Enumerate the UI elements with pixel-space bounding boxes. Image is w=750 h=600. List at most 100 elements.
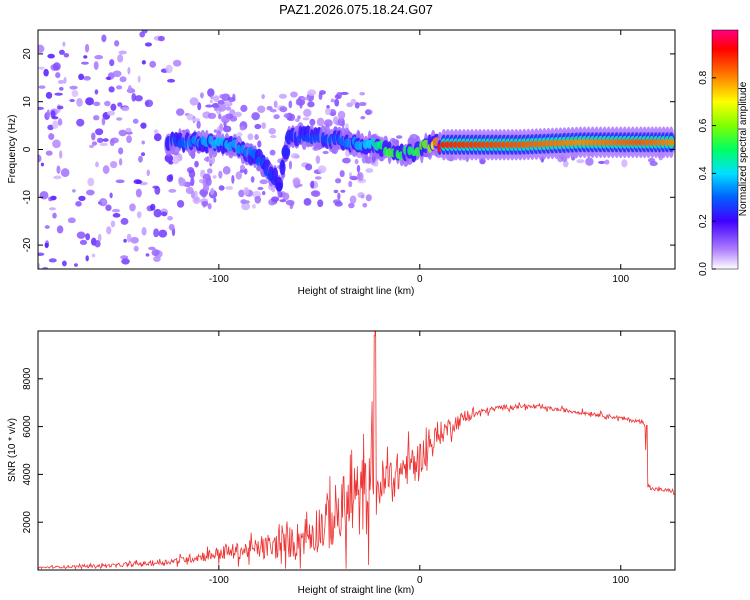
heatmap-speckle bbox=[316, 117, 325, 127]
heatmap-speckle bbox=[232, 93, 236, 101]
heatmap-speckle bbox=[135, 188, 142, 198]
heatmap-speckle bbox=[212, 102, 220, 109]
heatmap-speckle bbox=[127, 85, 132, 93]
heatmap-speckle bbox=[356, 164, 361, 173]
heatmap-speckle bbox=[222, 125, 232, 133]
heatmap-speckle bbox=[110, 103, 117, 111]
snr-panel: -100 0 100 2000 4000 6000 8000 Height of strai… bbox=[7, 330, 676, 596]
heatmap-speckle bbox=[47, 53, 55, 59]
heatmap-speckle bbox=[334, 94, 341, 100]
heatmap-speckle bbox=[348, 180, 353, 188]
colorbar-tick-label: 0.6 bbox=[698, 118, 709, 132]
heatmap-speckle bbox=[225, 186, 234, 190]
heatmap-speckle bbox=[315, 155, 321, 164]
heatmap-speckle bbox=[257, 186, 264, 191]
heatmap-speckle bbox=[282, 192, 290, 201]
heatmap-speckle bbox=[118, 158, 123, 166]
heatmap-speckle bbox=[310, 180, 315, 189]
heatmap-speckle bbox=[337, 110, 346, 120]
heatmap-ytick-label: 20 bbox=[22, 48, 33, 60]
heatmap-ridge-cell bbox=[281, 147, 291, 157]
heatmap-speckle bbox=[213, 197, 217, 203]
heatmap-speckle bbox=[136, 211, 142, 219]
heatmap-speckle bbox=[178, 177, 186, 187]
heatmap-speckle bbox=[38, 154, 42, 163]
heatmap-speckle bbox=[111, 208, 121, 213]
heatmap-speckle bbox=[250, 176, 255, 183]
heatmap-speckle bbox=[153, 133, 162, 142]
heatmap-ytick-label: -20 bbox=[22, 237, 33, 252]
heatmap-speckle bbox=[271, 196, 280, 202]
heatmap-speckle bbox=[621, 159, 628, 168]
heatmap-speckle bbox=[196, 120, 201, 129]
heatmap-speckle bbox=[115, 85, 123, 90]
heatmap-speckle bbox=[273, 100, 278, 108]
heatmap-speckle bbox=[114, 40, 120, 47]
snr-frame bbox=[37, 330, 676, 571]
heatmap-speckle bbox=[354, 101, 360, 109]
heatmap-speckle bbox=[94, 240, 101, 248]
heatmap-speckle bbox=[236, 132, 243, 137]
heatmap-speckle bbox=[341, 120, 345, 128]
heatmap-speckle bbox=[334, 98, 340, 107]
heatmap-ylabel: Frequency (Hz) bbox=[7, 115, 18, 184]
heatmap-speckle bbox=[52, 120, 59, 129]
heatmap-speckle bbox=[71, 89, 79, 98]
heatmap-speckle bbox=[101, 34, 107, 43]
heatmap-speckle bbox=[89, 144, 95, 149]
snr-ytick-label: 4000 bbox=[22, 463, 33, 486]
snr-ylabel: SNR (10 * v/v) bbox=[7, 418, 18, 482]
heatmap-speckle bbox=[45, 150, 53, 156]
heatmap-speckle bbox=[105, 204, 112, 211]
heatmap-speckle bbox=[186, 113, 194, 121]
heatmap-speckle bbox=[63, 53, 70, 58]
heatmap-ridge-cell bbox=[667, 138, 675, 146]
heatmap-speckle bbox=[166, 174, 174, 183]
heatmap-speckle bbox=[123, 238, 127, 243]
heatmap-speckle bbox=[266, 105, 273, 111]
heatmap-speckle bbox=[219, 94, 226, 99]
heatmap-speckle bbox=[158, 229, 168, 238]
heatmap-speckle bbox=[119, 76, 127, 83]
heatmap-speckle bbox=[120, 255, 129, 260]
heatmap-speckle bbox=[164, 153, 174, 163]
heatmap-speckle bbox=[83, 75, 91, 81]
heatmap-speckle bbox=[309, 118, 316, 126]
heatmap-speckle bbox=[261, 93, 265, 100]
heatmap-speckle bbox=[268, 127, 276, 135]
heatmap-speckle bbox=[115, 179, 125, 184]
heatmap-speckle bbox=[303, 197, 312, 206]
heatmap-speckle bbox=[273, 114, 280, 120]
heatmap-speckle bbox=[214, 107, 218, 111]
heatmap-speckle bbox=[104, 100, 111, 107]
snr-xlabel: Height of straight line (km) bbox=[298, 585, 415, 596]
heatmap-speckle bbox=[108, 86, 115, 93]
heatmap-speckle bbox=[138, 155, 143, 163]
heatmap-speckle bbox=[172, 59, 182, 67]
heatmap-speckle bbox=[91, 141, 98, 146]
heatmap-speckle bbox=[93, 101, 101, 107]
heatmap-speckle bbox=[279, 106, 288, 113]
heatmap-speckle bbox=[76, 98, 83, 107]
heatmap-speckle bbox=[254, 133, 259, 141]
heatmap-ridge-cell bbox=[280, 159, 285, 169]
heatmap-speckle bbox=[302, 117, 310, 121]
heatmap-speckle bbox=[157, 35, 165, 42]
heatmap-speckle bbox=[190, 177, 195, 187]
heatmap-speckle bbox=[43, 68, 49, 77]
heatmap-speckle bbox=[207, 203, 212, 210]
heatmap-speckle bbox=[63, 76, 67, 84]
heatmap-speckle bbox=[207, 88, 215, 98]
heatmap-speckle bbox=[126, 233, 132, 243]
heatmap-speckle bbox=[239, 164, 246, 171]
heatmap-speckle bbox=[93, 61, 99, 70]
heatmap-speckle bbox=[38, 44, 45, 53]
heatmap-ridge-cell bbox=[407, 146, 413, 156]
heatmap-speckle bbox=[395, 135, 403, 139]
heatmap-speckle bbox=[171, 155, 180, 165]
heatmap-speckle bbox=[360, 115, 366, 120]
heatmap-speckle bbox=[288, 100, 293, 109]
heatmap-speckle bbox=[91, 132, 96, 141]
heatmap-speckle bbox=[188, 169, 196, 179]
heatmap-speckle bbox=[87, 177, 95, 187]
